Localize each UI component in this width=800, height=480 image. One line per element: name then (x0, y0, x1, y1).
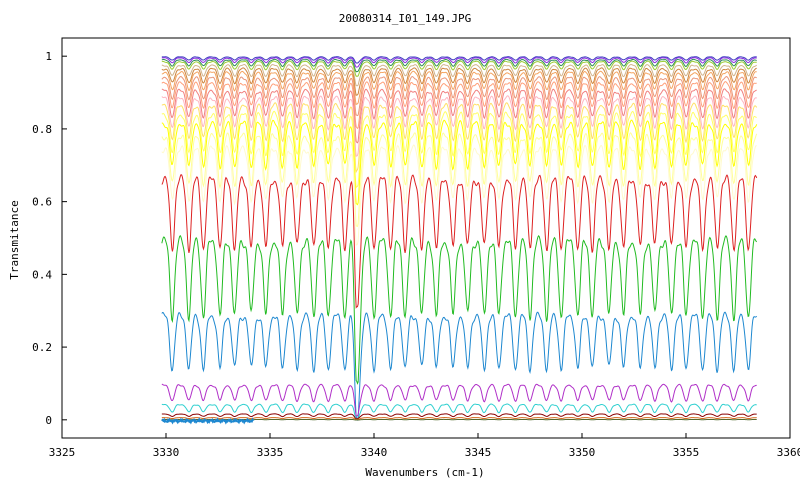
series-line (161, 413, 757, 420)
series-line (161, 58, 757, 73)
y-tick-label: 0.2 (32, 341, 52, 354)
series-line (161, 144, 757, 246)
x-tick-label: 3325 (49, 446, 76, 459)
series-line (161, 76, 757, 117)
series-line (161, 95, 758, 157)
y-tick-label: 0.6 (32, 196, 52, 209)
x-tick-label: 3360 (777, 446, 800, 459)
series-line (161, 56, 757, 64)
series-group (161, 56, 758, 425)
y-tick-label: 1 (45, 50, 52, 63)
plot-frame (61, 37, 791, 439)
y-tick-label: 0.8 (32, 123, 52, 136)
x-axis-title: Wavenumbers (cm-1) (365, 466, 484, 479)
series-line (161, 70, 757, 106)
x-axis: 3325 3330 3335 3340 3345 3350 3355 3360 (49, 433, 800, 459)
y-tick-label: 0.4 (32, 268, 52, 281)
series-line (161, 110, 757, 189)
noise-segment-line (161, 417, 255, 425)
series-line (161, 60, 757, 77)
chart-title: 20080314_I01_149.JPG (339, 12, 471, 25)
x-tick-label: 3350 (569, 446, 596, 459)
x-tick-label: 3355 (673, 446, 700, 459)
series-line (161, 417, 757, 420)
x-tick-label: 3335 (257, 446, 284, 459)
series-line (161, 235, 758, 385)
series-line (161, 88, 757, 144)
series-line (161, 403, 757, 421)
series-line (161, 81, 757, 130)
series-line (161, 383, 757, 417)
y-axis: 0 0.2 0.4 0.6 0.8 1 (32, 50, 67, 427)
series-line (161, 174, 758, 309)
y-axis-title: Transmitance (8, 200, 21, 279)
series-line (161, 57, 757, 68)
series-line (161, 418, 757, 421)
series-line (161, 102, 758, 174)
series-line (161, 119, 758, 206)
series-line (161, 132, 758, 227)
y-tick-label: 0 (45, 414, 52, 427)
x-tick-label: 3340 (361, 446, 388, 459)
series-line (161, 64, 757, 87)
x-tick-label: 3330 (153, 446, 180, 459)
x-tick-label: 3345 (465, 446, 492, 459)
series-line (161, 311, 758, 422)
series-line (161, 67, 757, 96)
